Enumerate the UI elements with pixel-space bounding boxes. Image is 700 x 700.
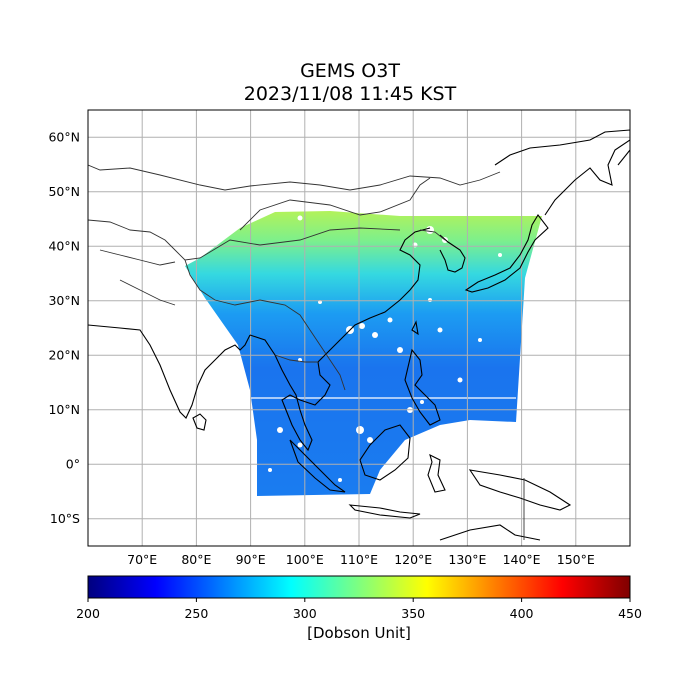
lat-tick-label: 40°N: [48, 238, 80, 253]
border-pakistan: [119, 279, 176, 306]
border-afghanistan: [99, 249, 176, 266]
border-central-asia: [88, 219, 401, 261]
lon-tick-label: 70°E: [127, 552, 157, 567]
map-subtitle: 2023/11/08 11:45 KST: [243, 83, 457, 105]
colorbar-tick-label: 200: [76, 606, 100, 621]
coastline-korea: [439, 234, 466, 273]
border-indochina: [309, 329, 346, 391]
lat-tick-label: 60°N: [48, 129, 80, 144]
border-myanmar-thailand: [274, 354, 318, 363]
graticule: [88, 110, 630, 546]
coastline-sulawesi: [427, 453, 446, 493]
lat-tick-label: 10°S: [50, 511, 80, 526]
lon-tick-label: 150°E: [557, 552, 595, 567]
colorbar-tick-label: 300: [293, 606, 317, 621]
coastline-taiwan: [411, 320, 419, 336]
latitude-labels: 60°N 50°N 40°N 30°N 20°N 10°N 0° 10°S: [48, 129, 80, 526]
lon-tick-label: 80°E: [181, 552, 211, 567]
coastline-philippines: [404, 348, 441, 426]
lon-tick-label: 130°E: [448, 552, 486, 567]
coastline-kamchatka: [617, 149, 630, 166]
country-borders: [88, 164, 525, 540]
coastline-india: [88, 324, 251, 419]
colorbar-tick-label: 450: [618, 606, 642, 621]
lat-tick-label: 20°N: [48, 347, 80, 362]
coastline-new-guinea: [468, 469, 572, 511]
coastline-java: [348, 504, 421, 519]
longitude-labels: 70°E 80°E 90°E 100°E 110°E 120°E 130°E 140°E 150…: [127, 552, 595, 567]
lon-tick-label: 100°E: [286, 552, 324, 567]
border-china-korea: [419, 229, 446, 241]
colorbar-unit-label: [Dobson Unit]: [307, 624, 411, 642]
colorbar-tick-label: 250: [184, 606, 208, 621]
coastline-siberia: [494, 129, 630, 216]
border-himalaya: [184, 259, 311, 331]
coastline-japan: [464, 214, 549, 293]
coastline-mainland-asia: [249, 227, 431, 452]
coastline-australia: [439, 524, 541, 541]
lon-tick-label: 110°E: [340, 552, 378, 567]
swath-area: [185, 211, 542, 496]
map-title: GEMS O3T: [300, 60, 400, 82]
ozone-swath: [185, 211, 542, 496]
map-frame: [87, 109, 631, 547]
colorbar-ticks: 200 250 300 350 400 450: [76, 598, 642, 621]
lat-tick-label: 0°: [66, 456, 80, 471]
lon-tick-label: 120°E: [394, 552, 432, 567]
coastline-borneo: [359, 424, 411, 481]
lon-tick-label: 140°E: [503, 552, 541, 567]
coastline-sumatra: [289, 439, 346, 493]
colorbar-tick-label: 400: [510, 606, 534, 621]
lat-tick-label: 50°N: [48, 184, 80, 199]
lat-tick-label: 10°N: [48, 402, 80, 417]
coastlines: [88, 129, 630, 541]
border-mongolia: [239, 177, 431, 231]
border-russia-south: [88, 164, 501, 191]
colorbar-tick-label: 350: [401, 606, 425, 621]
lat-tick-label: 30°N: [48, 293, 80, 308]
coastline-sri-lanka: [192, 413, 207, 431]
missing-data-patches: [268, 215, 502, 482]
lon-tick-label: 90°E: [236, 552, 266, 567]
colorbar: [87, 575, 631, 599]
